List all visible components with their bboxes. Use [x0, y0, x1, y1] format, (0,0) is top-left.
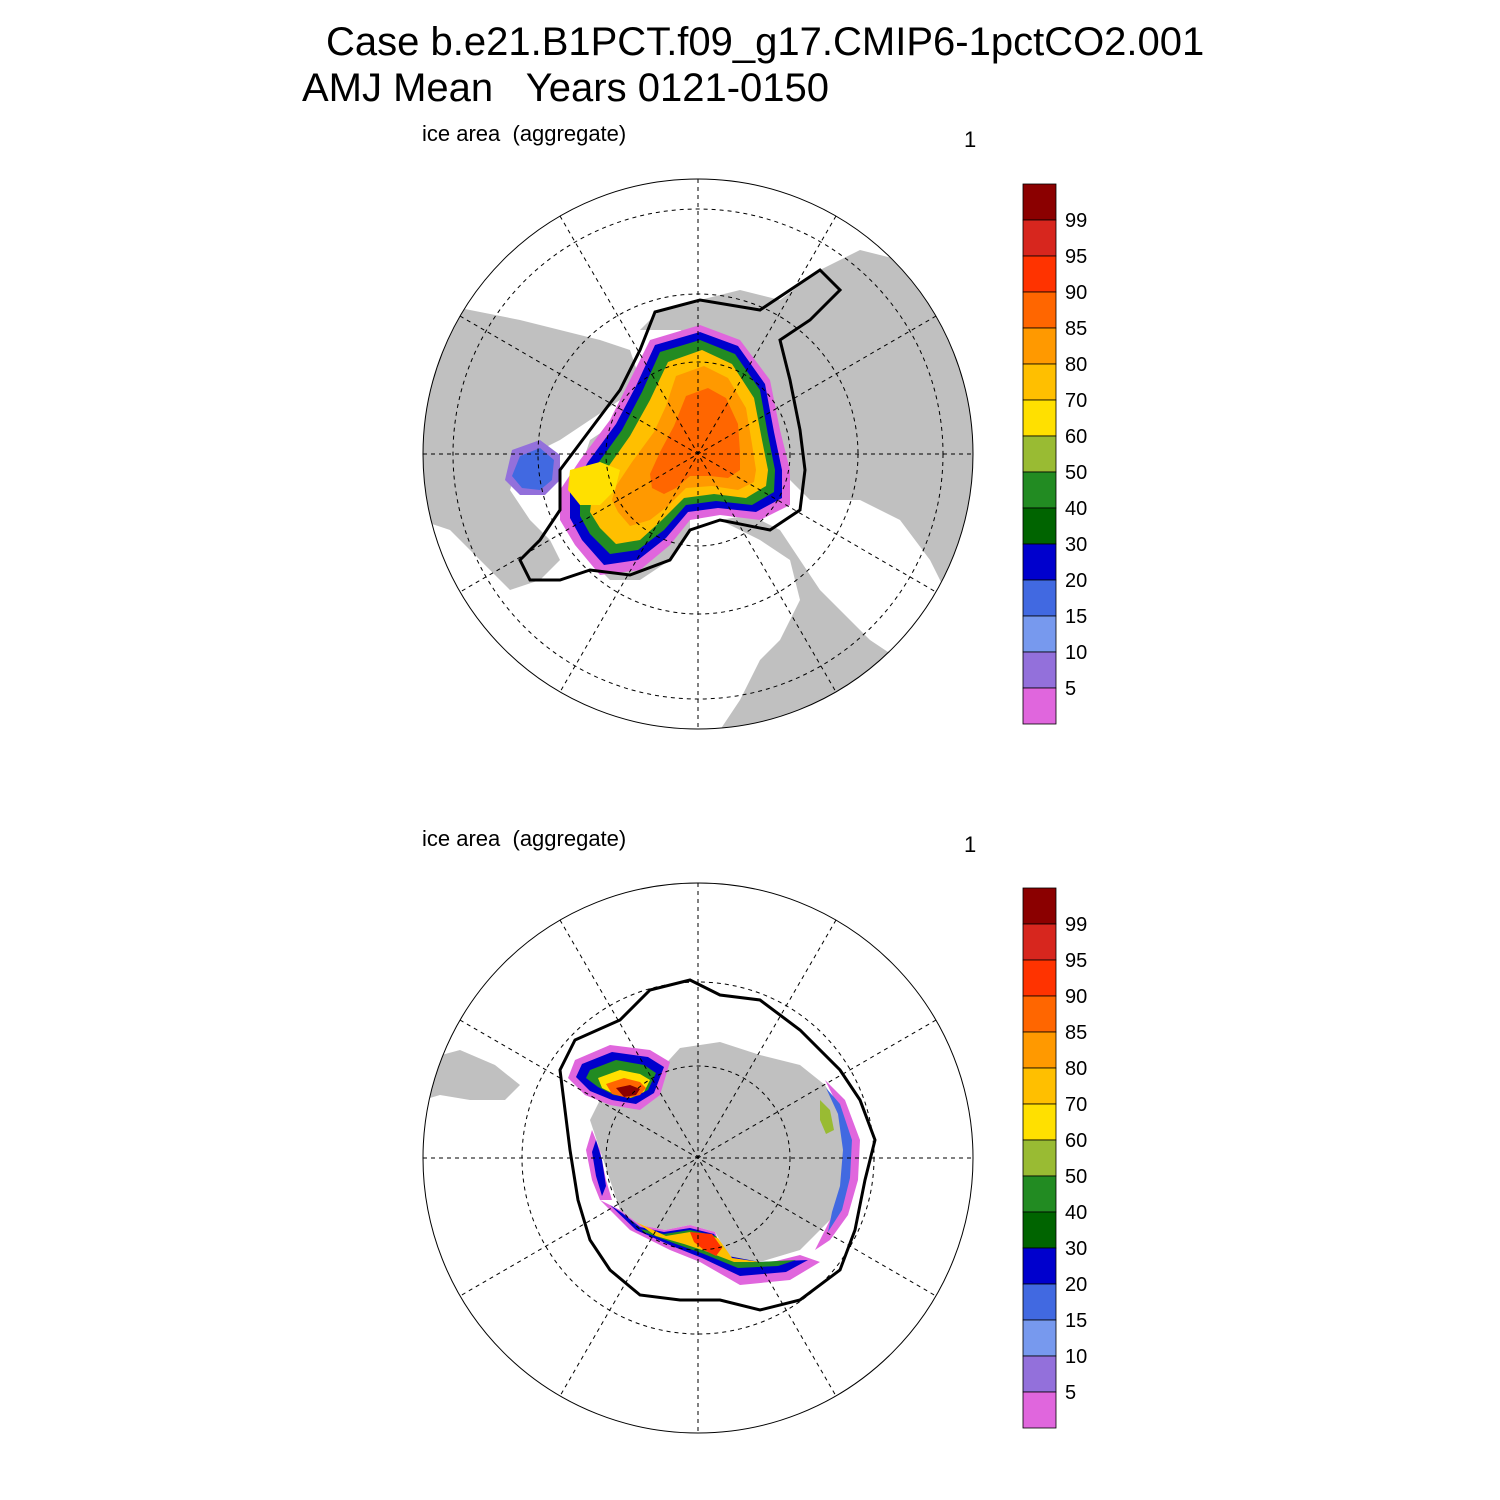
- south-colorbar-swatch: [1022, 959, 1057, 997]
- north-colorbar-label: 20: [1065, 570, 1087, 592]
- north-panel-label: ice area (aggregate): [422, 121, 627, 146]
- south-colorbar-swatch: [1022, 1031, 1057, 1069]
- north-ice-edge-contour: [518, 268, 843, 582]
- south-sea-ice: [568, 1045, 860, 1285]
- north-colorbar-swatch: [1022, 399, 1057, 437]
- south-graticule: [423, 883, 973, 1433]
- north-colorbar-label: 95: [1065, 246, 1087, 268]
- south-colorbar-swatch: [1022, 887, 1057, 925]
- south-colorbar-label: 30: [1065, 1238, 1087, 1260]
- north-colorbar-label: 80: [1065, 354, 1087, 376]
- north-colorbar-swatch: [1022, 435, 1057, 473]
- south-colorbar-label: 60: [1065, 1130, 1087, 1152]
- north-graticule: [423, 179, 973, 729]
- north-colorbar-swatch: [1022, 507, 1057, 545]
- south-colorbar-label: 85: [1065, 1022, 1087, 1044]
- south-colorbar-swatch: [1022, 1355, 1057, 1393]
- north-colorbar-label: 15: [1065, 606, 1087, 628]
- south-ice-edge-contour: [558, 978, 877, 1312]
- south-colorbar-label: 20: [1065, 1274, 1087, 1296]
- north-colorbar-swatch: [1022, 327, 1057, 365]
- south-map-border: [422, 882, 974, 1434]
- north-colorbar-swatch: [1022, 543, 1057, 581]
- south-colorbar-label: 5: [1065, 1382, 1076, 1404]
- north-map-border: [422, 178, 974, 730]
- south-colorbar-swatch: [1022, 1211, 1057, 1249]
- north-colorbar-swatch: [1022, 651, 1057, 689]
- south-colorbar-swatch: [1022, 1067, 1057, 1105]
- south-polar-map: [422, 882, 974, 1434]
- south-colorbar-label: 95: [1065, 950, 1087, 972]
- south-colorbar-swatch: [1022, 1103, 1057, 1141]
- south-colorbar-label: 70: [1065, 1094, 1087, 1116]
- south-colorbar-label: 40: [1065, 1202, 1087, 1224]
- south-colorbar-swatch: [1022, 1175, 1057, 1213]
- north-colorbar-label: 10: [1065, 642, 1087, 664]
- north-colorbar-label: 40: [1065, 498, 1087, 520]
- north-colorbar-swatch: [1022, 471, 1057, 509]
- north-colorbar-label: 60: [1065, 426, 1087, 448]
- south-colorbar-label: 99: [1065, 914, 1087, 936]
- south-colorbar-swatch: [1022, 1319, 1057, 1357]
- north-colorbar-label: 85: [1065, 318, 1087, 340]
- north-colorbar-swatch: [1022, 579, 1057, 617]
- north-colorbar-swatch: [1022, 219, 1057, 257]
- figure-title-line-2: AMJ Mean Years 0121-0150: [302, 66, 830, 110]
- south-panel-number: 1: [964, 832, 977, 857]
- north-colorbar-swatch: [1022, 687, 1057, 725]
- north-colorbar-swatch: [1022, 255, 1057, 293]
- south-colorbar-label: 90: [1065, 986, 1087, 1008]
- south-colorbar-label: 10: [1065, 1346, 1087, 1368]
- north-colorbar: 99 95 90 85 80 70 60 50 40 30 20 15 10 5: [1022, 183, 1087, 725]
- south-colorbar-swatch: [1022, 1391, 1057, 1429]
- north-colorbar-label: 50: [1065, 462, 1087, 484]
- north-colorbar-label: 5: [1065, 678, 1076, 700]
- south-colorbar-label: 80: [1065, 1058, 1087, 1080]
- south-colorbar-swatch: [1022, 995, 1057, 1033]
- north-colorbar-label: 90: [1065, 282, 1087, 304]
- north-panel-number: 1: [964, 127, 977, 152]
- south-panel-label: ice area (aggregate): [422, 826, 627, 851]
- south-colorbar-label: 15: [1065, 1310, 1087, 1332]
- north-polar-map: [422, 178, 974, 730]
- north-colorbar-swatch: [1022, 615, 1057, 653]
- north-colorbar-swatch: [1022, 363, 1057, 401]
- north-colorbar-label: 30: [1065, 534, 1087, 556]
- north-colorbar-label: 99: [1065, 210, 1087, 232]
- south-colorbar-swatch: [1022, 1247, 1057, 1285]
- south-colorbar: 99 95 90 85 80 70 60 50 40 30 20 15 10 5: [1022, 887, 1087, 1429]
- figure-title-line-1: Case b.e21.B1PCT.f09_g17.CMIP6-1pctCO2.0…: [326, 20, 1205, 64]
- north-colorbar-swatch: [1022, 183, 1057, 221]
- south-colorbar-swatch: [1022, 923, 1057, 961]
- north-colorbar-label: 70: [1065, 390, 1087, 412]
- north-colorbar-swatch: [1022, 291, 1057, 329]
- south-colorbar-label: 50: [1065, 1166, 1087, 1188]
- south-colorbar-swatch: [1022, 1139, 1057, 1177]
- south-colorbar-swatch: [1022, 1283, 1057, 1321]
